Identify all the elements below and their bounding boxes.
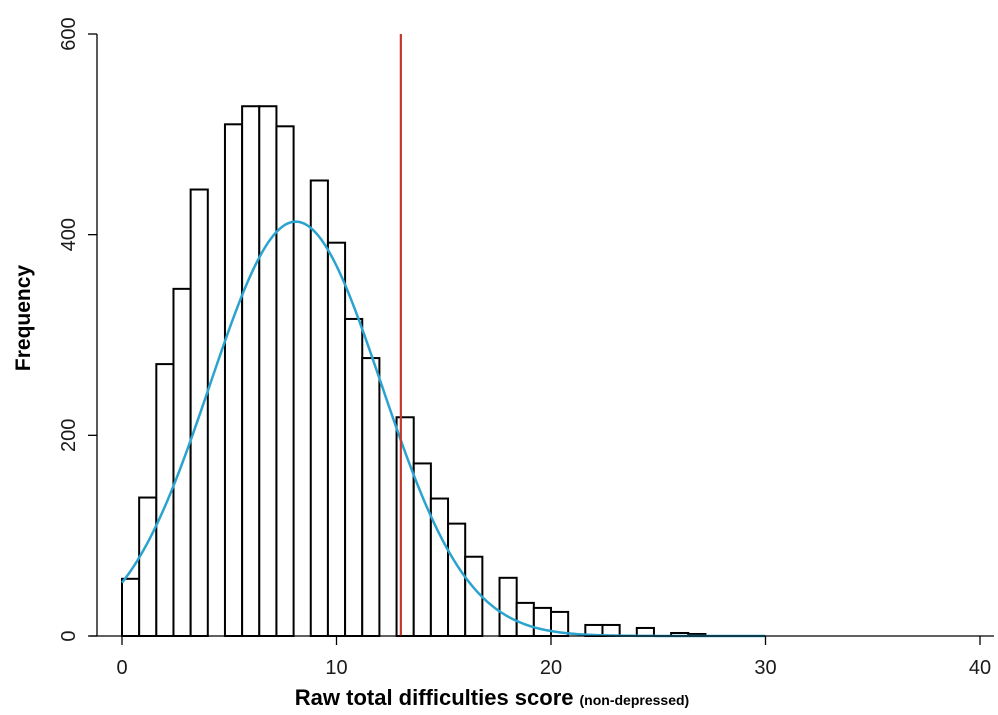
- histogram-bar: [223, 123, 244, 638]
- histogram-bar: [447, 522, 467, 638]
- histogram-bar: [241, 105, 261, 638]
- axes-group: 0 200 400 600 0 10 20 30 40: [58, 17, 994, 679]
- y-tick-label: 400: [58, 218, 80, 251]
- x-axis-label-suffix: (non-depressed): [580, 692, 690, 708]
- x-tick-label: 30: [754, 657, 776, 679]
- histogram-bar: [309, 179, 329, 638]
- y-axis-label: Frequency: [12, 265, 35, 372]
- bars-group: [121, 105, 707, 638]
- y-tick-label: 200: [58, 419, 80, 452]
- histogram-bar: [258, 105, 278, 638]
- histogram-bar: [515, 601, 535, 638]
- x-tick-label: 40: [969, 657, 991, 679]
- y-tick-label: 0: [58, 630, 80, 641]
- x-tick-label: 10: [325, 657, 347, 679]
- x-axis-label: Raw total difficulties score: [295, 685, 574, 710]
- histogram-bar: [138, 496, 158, 638]
- histogram-bar: [464, 555, 484, 637]
- histogram-bar: [498, 576, 518, 637]
- histogram-bar: [344, 317, 364, 637]
- histogram-bar: [326, 241, 347, 637]
- histogram-bar: [412, 462, 432, 637]
- histogram-bar: [155, 363, 175, 637]
- histogram-bar: [121, 577, 141, 637]
- histogram-bar: [361, 357, 381, 637]
- x-tick-label: 20: [540, 657, 562, 679]
- histogram-bar: [275, 125, 295, 637]
- x-tick-label: 0: [116, 657, 127, 679]
- x-axis-label-group: Raw total difficulties score (non-depress…: [295, 685, 689, 710]
- y-tick-label: 600: [58, 17, 80, 50]
